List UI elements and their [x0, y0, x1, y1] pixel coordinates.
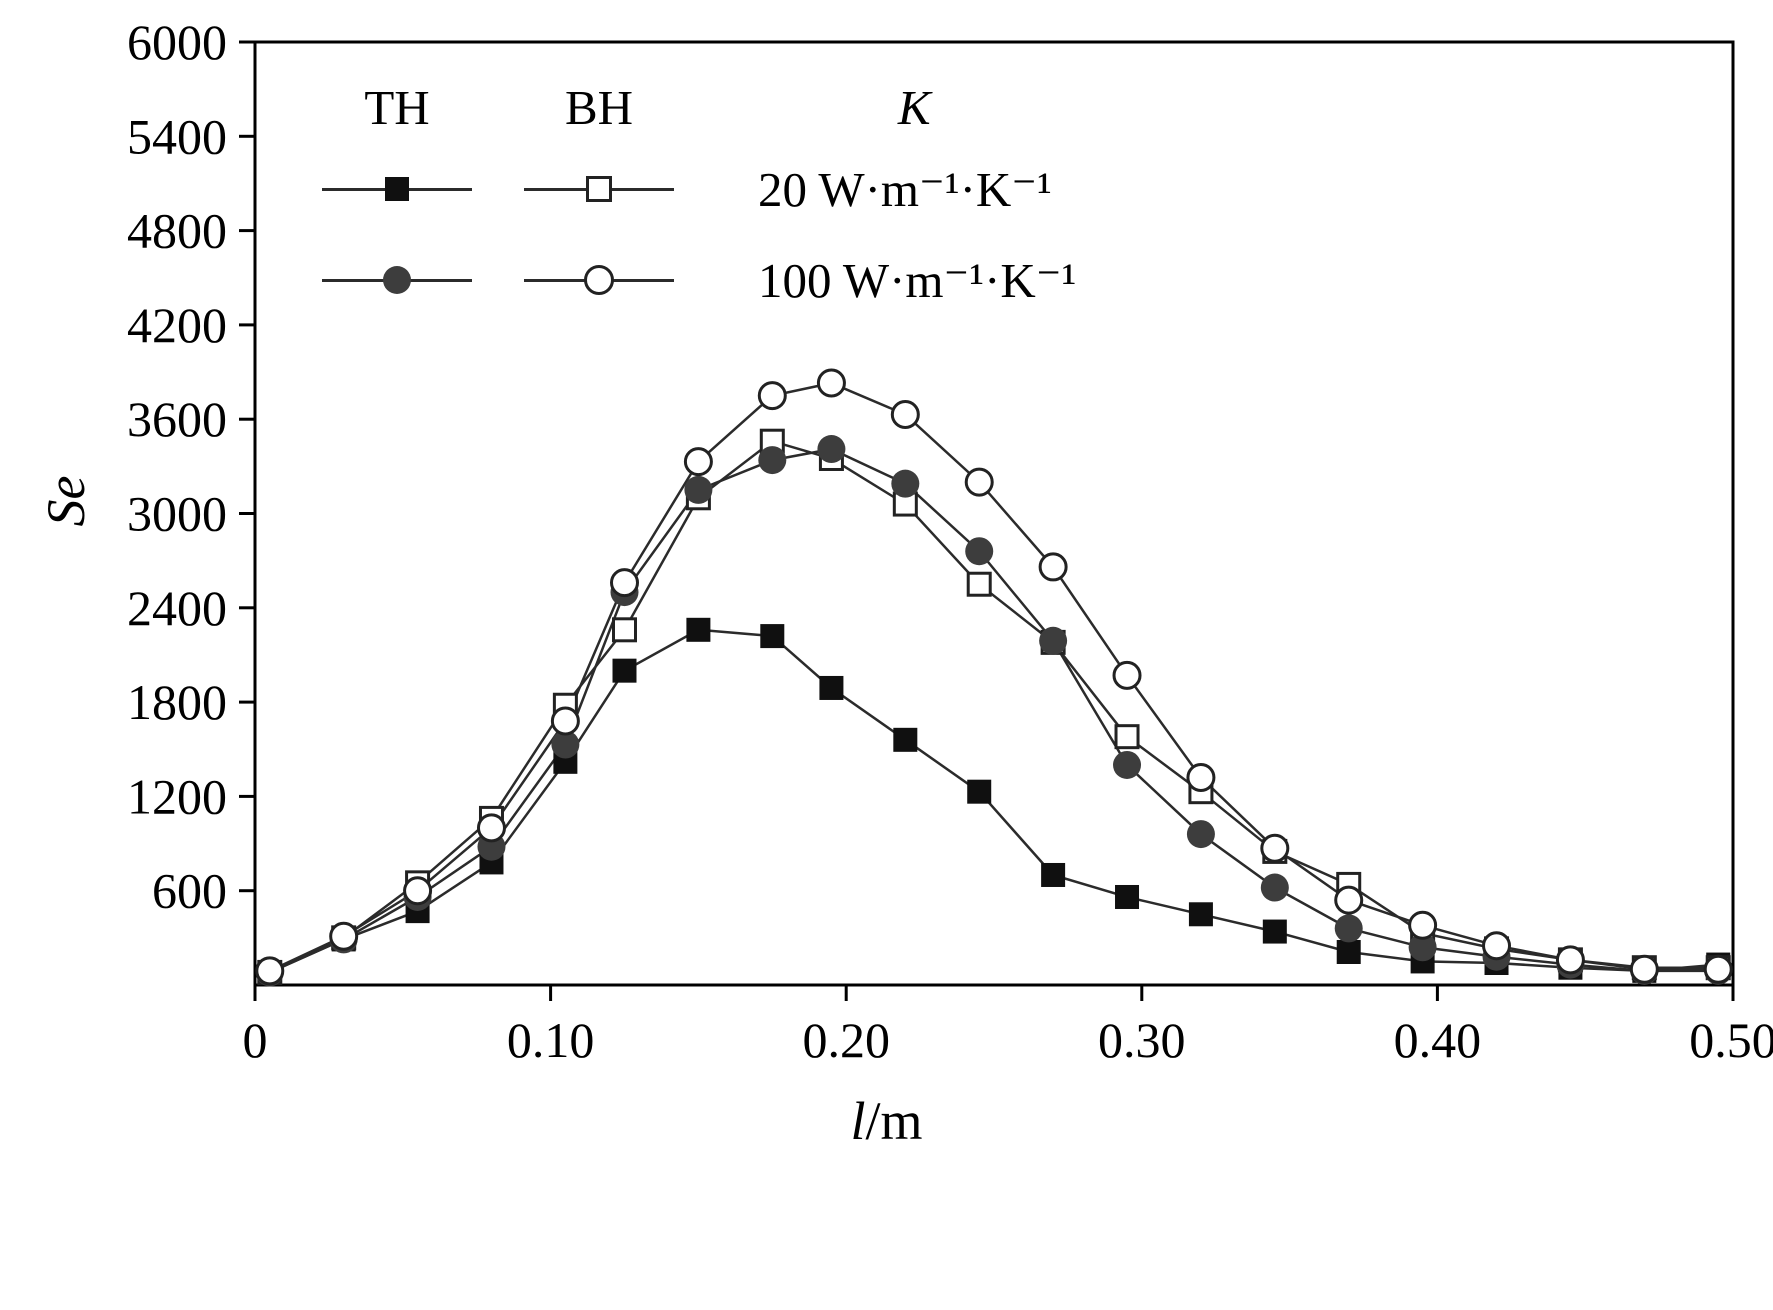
- data-point-marker-filled-square: [893, 727, 918, 752]
- legend-column-th: TH: [364, 79, 430, 135]
- data-point-marker-open-circle: [1482, 931, 1512, 961]
- data-point-marker-filled-square: [967, 779, 992, 804]
- legend-sample-bh-20: [524, 173, 674, 205]
- y-axis-tick-label: 1200: [127, 768, 227, 824]
- legend: TH BH K 20 W·m⁻¹·K⁻¹ 100 W·m⁻¹·K⁻¹: [322, 70, 1076, 326]
- legend-label-k100: 100 W·m⁻¹·K⁻¹: [758, 252, 1077, 308]
- data-point-marker-open-square: [1114, 724, 1140, 750]
- series-line: [269, 628, 1719, 974]
- data-point-marker-filled-circle: [1039, 626, 1068, 655]
- x-axis-tick-label: 0.50: [1689, 1012, 1773, 1068]
- data-point-marker-open-circle: [1186, 763, 1216, 793]
- series-line: [269, 439, 1719, 974]
- y-axis-tick-label: 1800: [127, 674, 227, 730]
- x-axis-tick-label: 0.20: [802, 1012, 890, 1068]
- data-point-marker-open-circle: [610, 568, 639, 598]
- data-point-marker-open-circle: [964, 467, 994, 497]
- data-point-marker-open-circle: [476, 813, 506, 843]
- data-point-marker-filled-circle: [758, 446, 787, 475]
- data-point-marker-open-circle: [329, 921, 359, 951]
- data-point-marker-open-circle: [1629, 954, 1659, 984]
- y-axis-tick-label: 4200: [127, 297, 227, 353]
- data-point-marker-filled-circle: [891, 469, 920, 498]
- series-line: [269, 381, 1719, 973]
- data-point-marker-open-circle: [757, 381, 787, 411]
- data-point-marker-filled-square: [1336, 939, 1361, 964]
- data-point-marker-filled-circle: [1113, 750, 1142, 779]
- filled-square-icon: [385, 177, 409, 201]
- y-axis-tick-label: 3600: [127, 391, 227, 447]
- data-point-marker-open-circle: [403, 876, 433, 906]
- legend-sample-th-20: [322, 173, 472, 205]
- data-point-marker-filled-square: [1041, 862, 1066, 887]
- y-axis-tick-label: 3000: [127, 486, 227, 542]
- data-point-marker-filled-square: [1262, 919, 1287, 944]
- legend-column-bh: BH: [564, 79, 634, 135]
- open-circle-icon: [584, 265, 614, 295]
- data-point-marker-open-circle: [1408, 910, 1438, 940]
- data-point-marker-open-circle: [1038, 552, 1068, 582]
- open-square-icon: [586, 176, 612, 202]
- data-point-marker-open-circle: [1334, 885, 1364, 915]
- filled-circle-icon: [383, 266, 411, 294]
- data-point-marker-filled-circle: [1186, 820, 1215, 849]
- legend-sample-th-100: [322, 264, 472, 296]
- data-point-marker-filled-square: [612, 658, 637, 683]
- data-point-marker-filled-circle: [551, 730, 580, 759]
- data-point-marker-open-circle: [816, 368, 846, 398]
- y-axis-tick-label: 5400: [127, 108, 227, 164]
- data-point-marker-filled-square: [1115, 884, 1140, 909]
- y-axis-title-text: Se: [36, 475, 96, 527]
- data-point-marker-open-circle: [1703, 954, 1733, 984]
- x-axis-title: l/m: [0, 1090, 1773, 1152]
- y-axis-tick-label: 2400: [127, 580, 227, 636]
- data-point-marker-filled-circle: [1408, 933, 1437, 962]
- data-point-marker-filled-circle: [965, 537, 994, 566]
- data-point-marker-filled-square: [760, 624, 785, 649]
- series-line: [269, 447, 1719, 974]
- y-axis-title: Se: [35, 441, 97, 561]
- x-axis-tick-label: 0.40: [1394, 1012, 1482, 1068]
- legend-label-k20: 20 W·m⁻¹·K⁻¹: [758, 161, 1052, 217]
- data-point-marker-filled-square: [686, 617, 711, 642]
- data-point-marker-open-circle: [1112, 660, 1142, 690]
- data-point-marker-open-circle: [1260, 833, 1290, 863]
- data-point-marker-open-circle: [550, 706, 580, 736]
- legend-sample-bh-100: [524, 264, 674, 296]
- x-axis-title-unit: /m: [865, 1091, 923, 1151]
- x-axis-tick-label: 0.30: [1098, 1012, 1186, 1068]
- x-axis-tick-label: 0.10: [507, 1012, 595, 1068]
- data-point-marker-open-circle: [890, 399, 920, 429]
- data-point-marker-open-square: [612, 617, 637, 643]
- x-axis-tick-label: 0: [243, 1012, 268, 1068]
- data-point-marker-open-square: [966, 571, 992, 597]
- data-point-marker-open-circle: [683, 447, 713, 477]
- data-point-marker-filled-circle: [817, 435, 846, 464]
- y-axis-tick-label: 4800: [127, 203, 227, 259]
- data-point-marker-open-circle: [1555, 945, 1585, 975]
- y-axis-tick-label: 600: [152, 863, 227, 919]
- data-point-marker-filled-circle: [1260, 873, 1289, 902]
- data-point-marker-filled-square: [1188, 902, 1213, 927]
- legend-column-k: K: [897, 79, 931, 135]
- data-point-marker-filled-circle: [1334, 914, 1363, 943]
- data-point-marker-filled-square: [819, 675, 844, 700]
- data-point-marker-open-circle: [255, 956, 285, 986]
- y-axis-tick-label: 6000: [127, 14, 227, 70]
- data-point-marker-filled-circle: [684, 475, 713, 504]
- x-axis-title-italic: l: [850, 1091, 866, 1151]
